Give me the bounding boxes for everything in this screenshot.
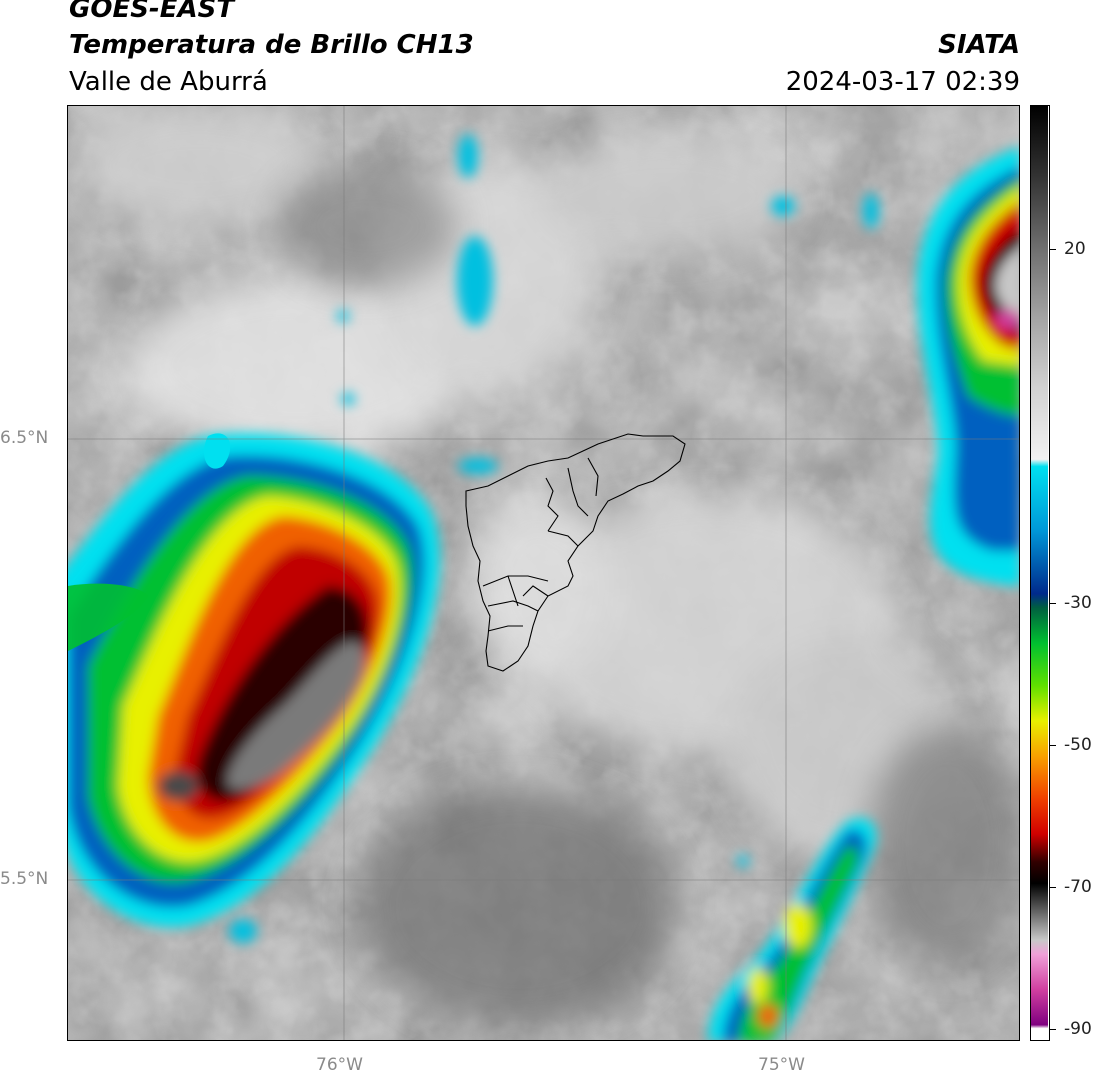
valle-de-aburra-boundary xyxy=(465,433,686,672)
storm-cell-west-edge xyxy=(68,583,148,651)
satellite-title: GOES-EAST xyxy=(69,0,235,24)
timestamp-label: 2024-03-17 02:39 xyxy=(785,67,1020,97)
map-gridlines xyxy=(68,106,1019,1040)
colorbar xyxy=(1030,105,1050,1041)
colorbar-tick-label: -90 xyxy=(1064,1019,1092,1039)
satellite-map xyxy=(67,105,1020,1041)
product-title: Temperatura de Brillo CH13 xyxy=(69,30,474,60)
agency-label: SIATA xyxy=(938,30,1020,60)
colorbar-tick-label: -70 xyxy=(1064,877,1092,897)
lon-tick-label: 76°W xyxy=(316,1055,363,1075)
region-label: Valle de Aburrá xyxy=(69,67,268,97)
lon-tick-label: 75°W xyxy=(758,1055,805,1075)
lat-tick-label: 5.5°N xyxy=(0,869,49,889)
small-cold-cells xyxy=(229,134,879,943)
colorbar-svg xyxy=(1031,106,1048,1039)
colorbar-tick-label: 20 xyxy=(1064,239,1086,259)
storm-cell-northeast xyxy=(917,146,1019,586)
colorbar-tick-label: -30 xyxy=(1064,593,1092,613)
storm-cell-southeast xyxy=(708,817,877,1040)
dark-cloud-regions xyxy=(278,166,1019,1026)
colorbar-tick-label: -50 xyxy=(1064,735,1092,755)
map-svg xyxy=(68,106,1019,1040)
lat-tick-label: 6.5°N xyxy=(0,428,49,448)
storm-cell-southwest xyxy=(68,433,440,928)
